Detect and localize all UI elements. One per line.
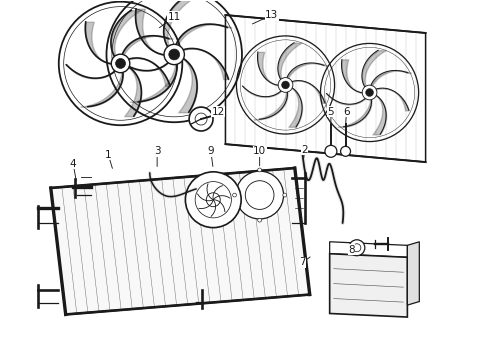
Circle shape (233, 193, 237, 197)
Text: 3: 3 (154, 146, 160, 156)
Circle shape (366, 89, 373, 96)
Circle shape (111, 54, 130, 73)
Circle shape (278, 78, 293, 92)
Polygon shape (407, 242, 419, 305)
Circle shape (236, 171, 284, 219)
Text: 8: 8 (348, 245, 355, 255)
Text: 11: 11 (168, 12, 181, 22)
Circle shape (283, 193, 287, 197)
Text: 13: 13 (265, 10, 278, 20)
Circle shape (362, 85, 377, 100)
Polygon shape (330, 254, 407, 317)
Circle shape (349, 240, 365, 256)
Polygon shape (51, 168, 310, 315)
Text: 10: 10 (253, 146, 266, 156)
Circle shape (189, 107, 213, 131)
Circle shape (185, 172, 241, 228)
Circle shape (258, 218, 262, 222)
Text: 12: 12 (212, 107, 225, 117)
Circle shape (164, 44, 184, 65)
Text: 1: 1 (105, 150, 112, 160)
Text: 5: 5 (328, 107, 334, 117)
Circle shape (258, 168, 262, 172)
Text: 6: 6 (343, 107, 350, 117)
Text: 7: 7 (299, 257, 306, 267)
Circle shape (325, 145, 337, 157)
Text: 9: 9 (208, 146, 214, 156)
Polygon shape (330, 242, 407, 257)
Circle shape (282, 81, 290, 89)
Text: 2: 2 (301, 144, 308, 154)
Circle shape (341, 146, 350, 156)
Circle shape (116, 59, 125, 68)
Text: 4: 4 (70, 159, 76, 169)
Circle shape (206, 193, 220, 207)
Circle shape (169, 49, 180, 60)
